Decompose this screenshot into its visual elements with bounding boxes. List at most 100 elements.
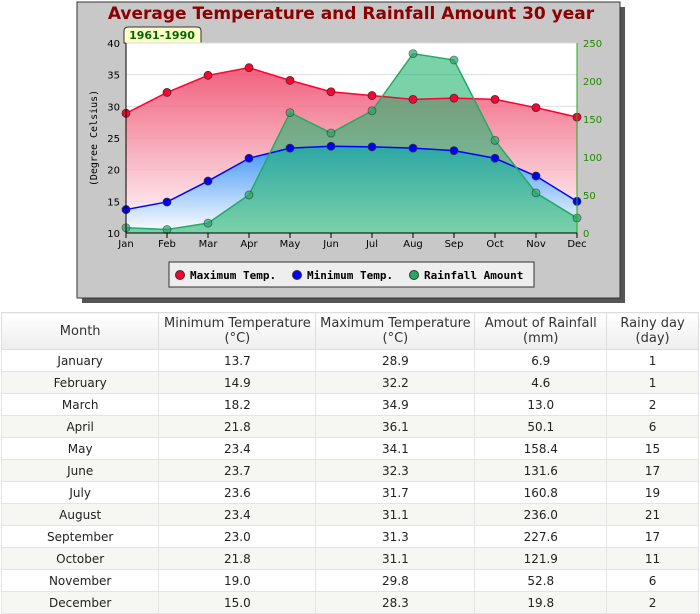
table-cell: 236.0: [474, 503, 608, 526]
table-cell: 227.6: [474, 525, 608, 548]
data-point: [244, 153, 254, 163]
table-row: October 21.8 31.1 121.9 11: [0, 547, 699, 570]
x-tick-label: Jun: [322, 239, 339, 250]
table-cell: July: [0, 481, 160, 504]
table-cell: 52.8: [474, 569, 608, 592]
table-cell: 50.1: [474, 415, 608, 438]
x-tick-label: Dec: [567, 239, 586, 250]
table-row: November 19.0 29.8 52.8 6: [0, 569, 699, 592]
column-header: Amout of Rainfall (mm): [474, 312, 608, 350]
data-point: [531, 103, 541, 112]
table-cell: February: [0, 371, 160, 394]
data-table: Month Minimum Temperature (°C) Maximum Temp…: [0, 312, 699, 614]
data-point: [408, 143, 418, 153]
legend-marker: [292, 270, 302, 280]
legend-marker: [409, 270, 419, 280]
data-point: [367, 142, 377, 152]
y2-tick-label: 250: [583, 39, 602, 50]
y-tick-label: 35: [107, 71, 120, 82]
table-header: Month Minimum Temperature (°C) Maximum Temp…: [0, 312, 699, 350]
table-row: July 23.6 31.7 160.8 19: [0, 481, 699, 504]
data-point: [326, 141, 336, 151]
table-cell: 1: [606, 371, 699, 394]
data-point: [449, 146, 459, 156]
x-tick-label: Oct: [486, 239, 503, 250]
y2-tick-label: 0: [583, 229, 589, 240]
subtitle-tab: [123, 26, 202, 44]
x-tick-label: Sep: [445, 239, 464, 250]
table-cell: 32.2: [315, 371, 476, 394]
x-tick-label: Jan: [117, 239, 133, 250]
table-cell: December: [0, 591, 160, 614]
y-tick-label: 10: [107, 229, 120, 240]
table-cell: 36.1: [315, 415, 476, 438]
table-cell: 32.3: [315, 459, 476, 482]
table-cell: 21.8: [158, 415, 317, 438]
table-cell: 13.0: [474, 393, 608, 416]
table-cell: 31.7: [315, 481, 476, 504]
table-cell: May: [0, 437, 160, 460]
x-tick-label: Mar: [199, 239, 219, 250]
data-point: [408, 49, 418, 59]
data-point: [203, 176, 213, 186]
table-cell: 14.9: [158, 371, 317, 394]
y-tick-label: 15: [107, 197, 120, 208]
series-line-1: [125, 145, 578, 211]
table-row: February 14.9 32.2 4.6 1: [0, 371, 699, 394]
x-tick-label: Jul: [365, 239, 378, 250]
table-cell: 6: [606, 569, 699, 592]
table-row: June 23.7 32.3 131.6 17: [0, 459, 699, 482]
table-cell: 28.9: [315, 349, 476, 372]
table-cell: 19.0: [158, 569, 317, 592]
data-point: [531, 171, 541, 181]
y2-tick-label: 50: [583, 191, 596, 202]
table-cell: 28.3: [315, 591, 476, 614]
table-cell: 18.2: [158, 393, 317, 416]
table-cell: March: [0, 393, 160, 416]
legend-label: Minimum Temp.: [307, 269, 393, 282]
series-line-0: [125, 66, 578, 118]
table-cell: 158.4: [474, 437, 608, 460]
x-tick-label: May: [280, 239, 301, 250]
legend-label: Rainfall Amount: [424, 269, 523, 282]
table-cell: 29.8: [315, 569, 476, 592]
table-cell: 31.3: [315, 525, 476, 548]
table-cell: June: [0, 459, 160, 482]
data-point: [285, 75, 295, 85]
table-cell: 13.7: [158, 349, 317, 372]
table-cell: 17: [606, 459, 699, 482]
legend-label: Maximum Temp.: [190, 269, 276, 282]
table-cell: August: [0, 503, 160, 526]
table-cell: 160.8: [474, 481, 608, 504]
data-point: [162, 88, 172, 97]
data-point: [244, 63, 254, 73]
table-cell: 6.9: [474, 349, 608, 372]
table-cell: 23.7: [158, 459, 317, 482]
data-point: [490, 135, 500, 145]
data-point: [285, 108, 295, 118]
table-cell: 34.9: [315, 393, 476, 416]
data-point: [285, 143, 295, 153]
subtitle: 1961-1990: [129, 29, 195, 42]
table-row: May 23.4 34.1 158.4 15: [0, 437, 699, 460]
column-header: Rainy day (day): [606, 312, 699, 350]
y-tick-label: 30: [107, 102, 120, 113]
table-cell: 1: [606, 349, 699, 372]
series-line-2: [125, 52, 578, 231]
data-point: [203, 70, 213, 80]
y2-tick-label: 200: [583, 77, 602, 88]
data-point: [490, 94, 500, 104]
table-row: April 21.8 36.1 50.1 6: [0, 415, 699, 438]
table-cell: 15.0: [158, 591, 317, 614]
data-point: [367, 106, 377, 116]
table-cell: April: [0, 415, 160, 438]
table-cell: 23.4: [158, 503, 317, 526]
table-cell: October: [0, 547, 160, 570]
column-header: Month: [0, 312, 160, 350]
table-cell: 4.6: [474, 371, 608, 394]
table-row: March 18.2 34.9 13.0 2: [0, 393, 699, 416]
legend-marker: [175, 270, 185, 280]
data-point: [326, 128, 336, 138]
table-cell: January: [0, 349, 160, 372]
column-header: Minimum Temperature (°C): [158, 312, 317, 350]
